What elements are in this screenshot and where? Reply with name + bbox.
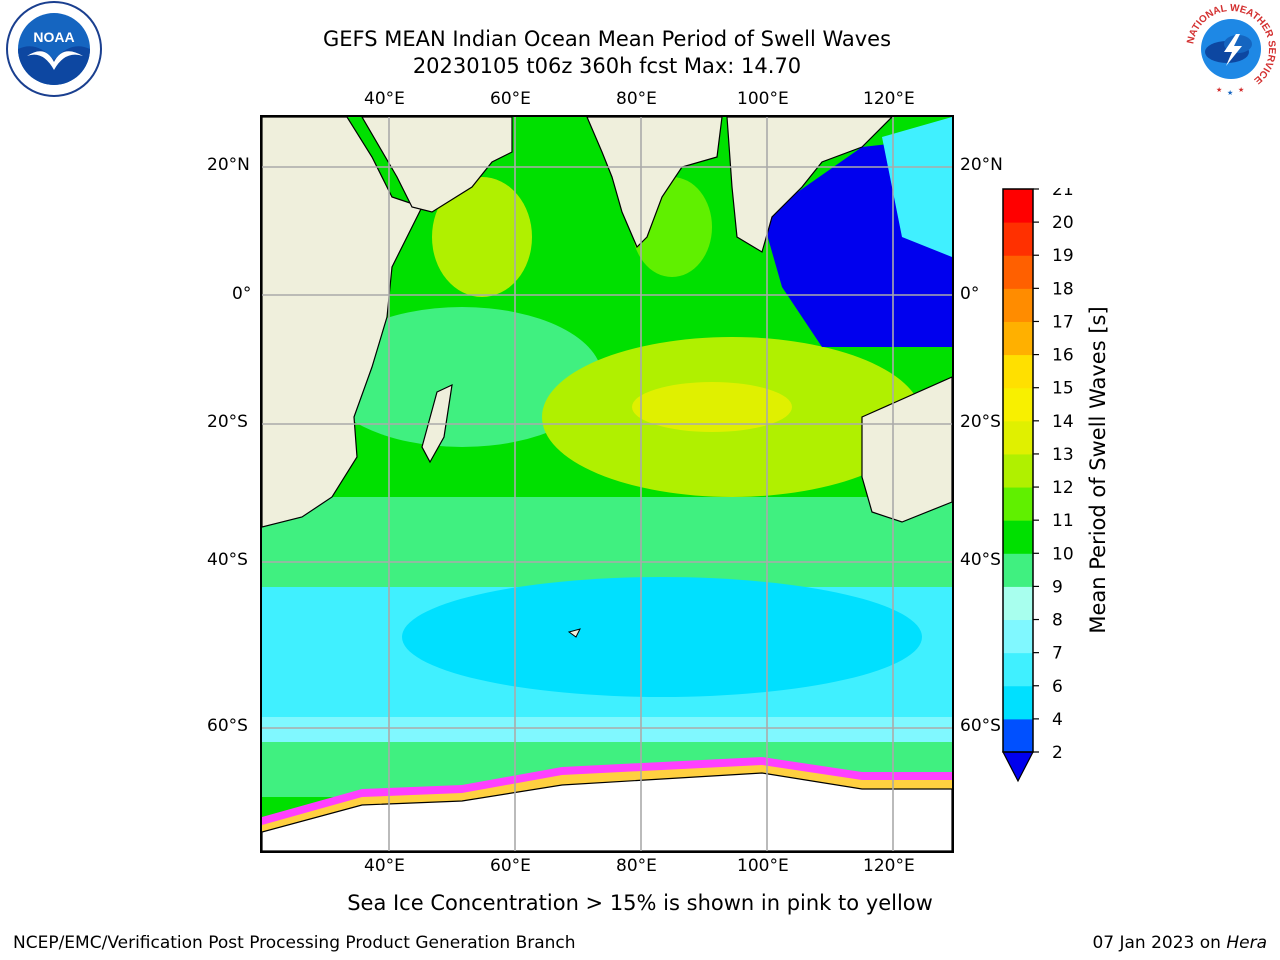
land-kerguelen	[567, 628, 581, 638]
colorbar-tick-label: 15	[1052, 379, 1074, 399]
svg-text:★: ★	[1227, 89, 1233, 97]
land-australia	[861, 376, 952, 523]
svg-text:NOAA: NOAA	[33, 29, 74, 45]
swell-yellowgreen-north	[432, 177, 532, 297]
colorbar-tick-label: 6	[1052, 677, 1063, 697]
map-panel	[260, 115, 954, 853]
colorbar-cell	[1003, 321, 1033, 356]
colorbar-tick-label: 20	[1052, 213, 1074, 233]
colorbar-cell	[1003, 685, 1033, 720]
colorbar-cell	[1003, 453, 1033, 488]
svg-text:★: ★	[1216, 86, 1222, 94]
map-svg	[262, 117, 952, 851]
right-lat-tick: 0°	[960, 284, 980, 304]
graticule	[262, 117, 952, 851]
colorbar-under-triangle	[1002, 751, 1034, 783]
colorbar-tick-label: 2	[1052, 743, 1063, 763]
top-lon-tick: 100°E	[737, 89, 789, 109]
bottom-lon-tick: 120°E	[863, 856, 915, 876]
colorbar-cell	[1003, 619, 1033, 654]
ocean-seasia-lightblue	[882, 117, 952, 257]
right-lat-tick: 20°N	[960, 155, 1003, 175]
top-lon-tick: 40°E	[364, 89, 405, 109]
colorbar-cell	[1003, 255, 1033, 289]
land-arabia	[361, 117, 513, 213]
colorbar-cell	[1003, 520, 1033, 554]
colorbar-cell	[1003, 487, 1033, 521]
colorbar-cell	[1003, 420, 1033, 455]
bottom-lon-tick: 60°E	[490, 856, 531, 876]
colorbar-tick-label: 10	[1052, 544, 1074, 564]
colorbar-tick-label: 11	[1052, 511, 1074, 531]
sea-ice-note: Sea Ice Concentration > 15% is shown in …	[347, 891, 933, 915]
footer-branch: NCEP/EMC/Verification Post Processing Pr…	[13, 933, 576, 953]
footer-date-text: 07 Jan 2023 on	[1092, 933, 1227, 953]
colorbar-cell	[1003, 288, 1033, 322]
colorbar-svg: 2 4 6 7 8 9 10 11 12 13 14 15 16 17 18 19 20 21	[1002, 180, 1074, 783]
noaa-logo: NOAA	[5, 0, 103, 98]
colorbar-tick-label: 14	[1052, 412, 1074, 432]
land-india	[586, 117, 723, 249]
colorbar-label: Mean Period of Swell Waves [s]	[1086, 306, 1110, 634]
top-lon-tick: 60°E	[490, 89, 531, 109]
colorbar-cell	[1003, 189, 1033, 223]
colorbar: 2 4 6 7 8 9 10 11 12 13 14 15 16 17 18 19 20 21	[1002, 180, 1074, 783]
left-lat-tick: 0°	[232, 284, 252, 304]
colorbar-tick-label: 18	[1052, 279, 1074, 299]
land-antarctica	[262, 772, 952, 851]
colorbar-cell	[1003, 586, 1033, 621]
colorbar-cell	[1003, 354, 1033, 389]
bottom-lon-tick: 80°E	[616, 856, 657, 876]
chart-title: GEFS MEAN Indian Ocean Mean Period of Sw…	[322, 27, 892, 51]
colorbar-cell	[1003, 652, 1033, 687]
left-lat-tick: 40°S	[207, 550, 248, 570]
footer-date: 07 Jan 2023 on Hera	[1092, 933, 1267, 953]
colorbar-tick-label: 19	[1052, 246, 1074, 266]
colorbar-outline	[1002, 188, 1034, 753]
colorbar-tick-label: 9	[1052, 577, 1063, 597]
top-lon-tick: 120°E	[863, 89, 915, 109]
chart-subtitle: 20230105 t06z 360h fcst Max: 14.70	[412, 54, 802, 78]
swell-yellow-core	[632, 382, 792, 432]
colorbar-tick-label: 4	[1052, 710, 1063, 730]
colorbar-cell	[1003, 553, 1033, 587]
right-lat-tick: 60°S	[960, 716, 1001, 736]
ocean-cyan-core	[402, 577, 922, 697]
colorbar-tick-label: 12	[1052, 478, 1074, 498]
bottom-lon-tick: 40°E	[364, 856, 405, 876]
footer-host: Hera	[1226, 933, 1267, 953]
right-lat-tick: 20°S	[960, 412, 1001, 432]
colorbar-tick-label: 16	[1052, 346, 1074, 366]
colorbar-tick-label: 8	[1052, 611, 1063, 631]
left-lat-tick: 20°N	[207, 155, 250, 175]
top-lon-tick: 80°E	[616, 89, 657, 109]
colorbar-tick-label: 13	[1052, 445, 1074, 465]
land-seasia	[726, 117, 893, 253]
left-lat-tick: 20°S	[207, 412, 248, 432]
colorbar-tick-label: 21	[1052, 188, 1074, 200]
colorbar-tick-label: 17	[1052, 312, 1074, 332]
ocean-lightgreen-patch	[322, 307, 602, 447]
bottom-lon-tick: 100°E	[737, 856, 789, 876]
colorbar-cell	[1003, 222, 1033, 256]
right-lat-tick: 40°S	[960, 550, 1001, 570]
svg-text:★: ★	[1238, 86, 1244, 94]
colorbar-cell	[1003, 718, 1033, 753]
colorbar-tick-label: 7	[1052, 644, 1063, 664]
colorbar-cell	[1003, 387, 1033, 422]
left-lat-tick: 60°S	[207, 716, 248, 736]
nws-logo: NATIONAL WEATHER SERVICE ★ ★ ★	[1182, 0, 1280, 98]
